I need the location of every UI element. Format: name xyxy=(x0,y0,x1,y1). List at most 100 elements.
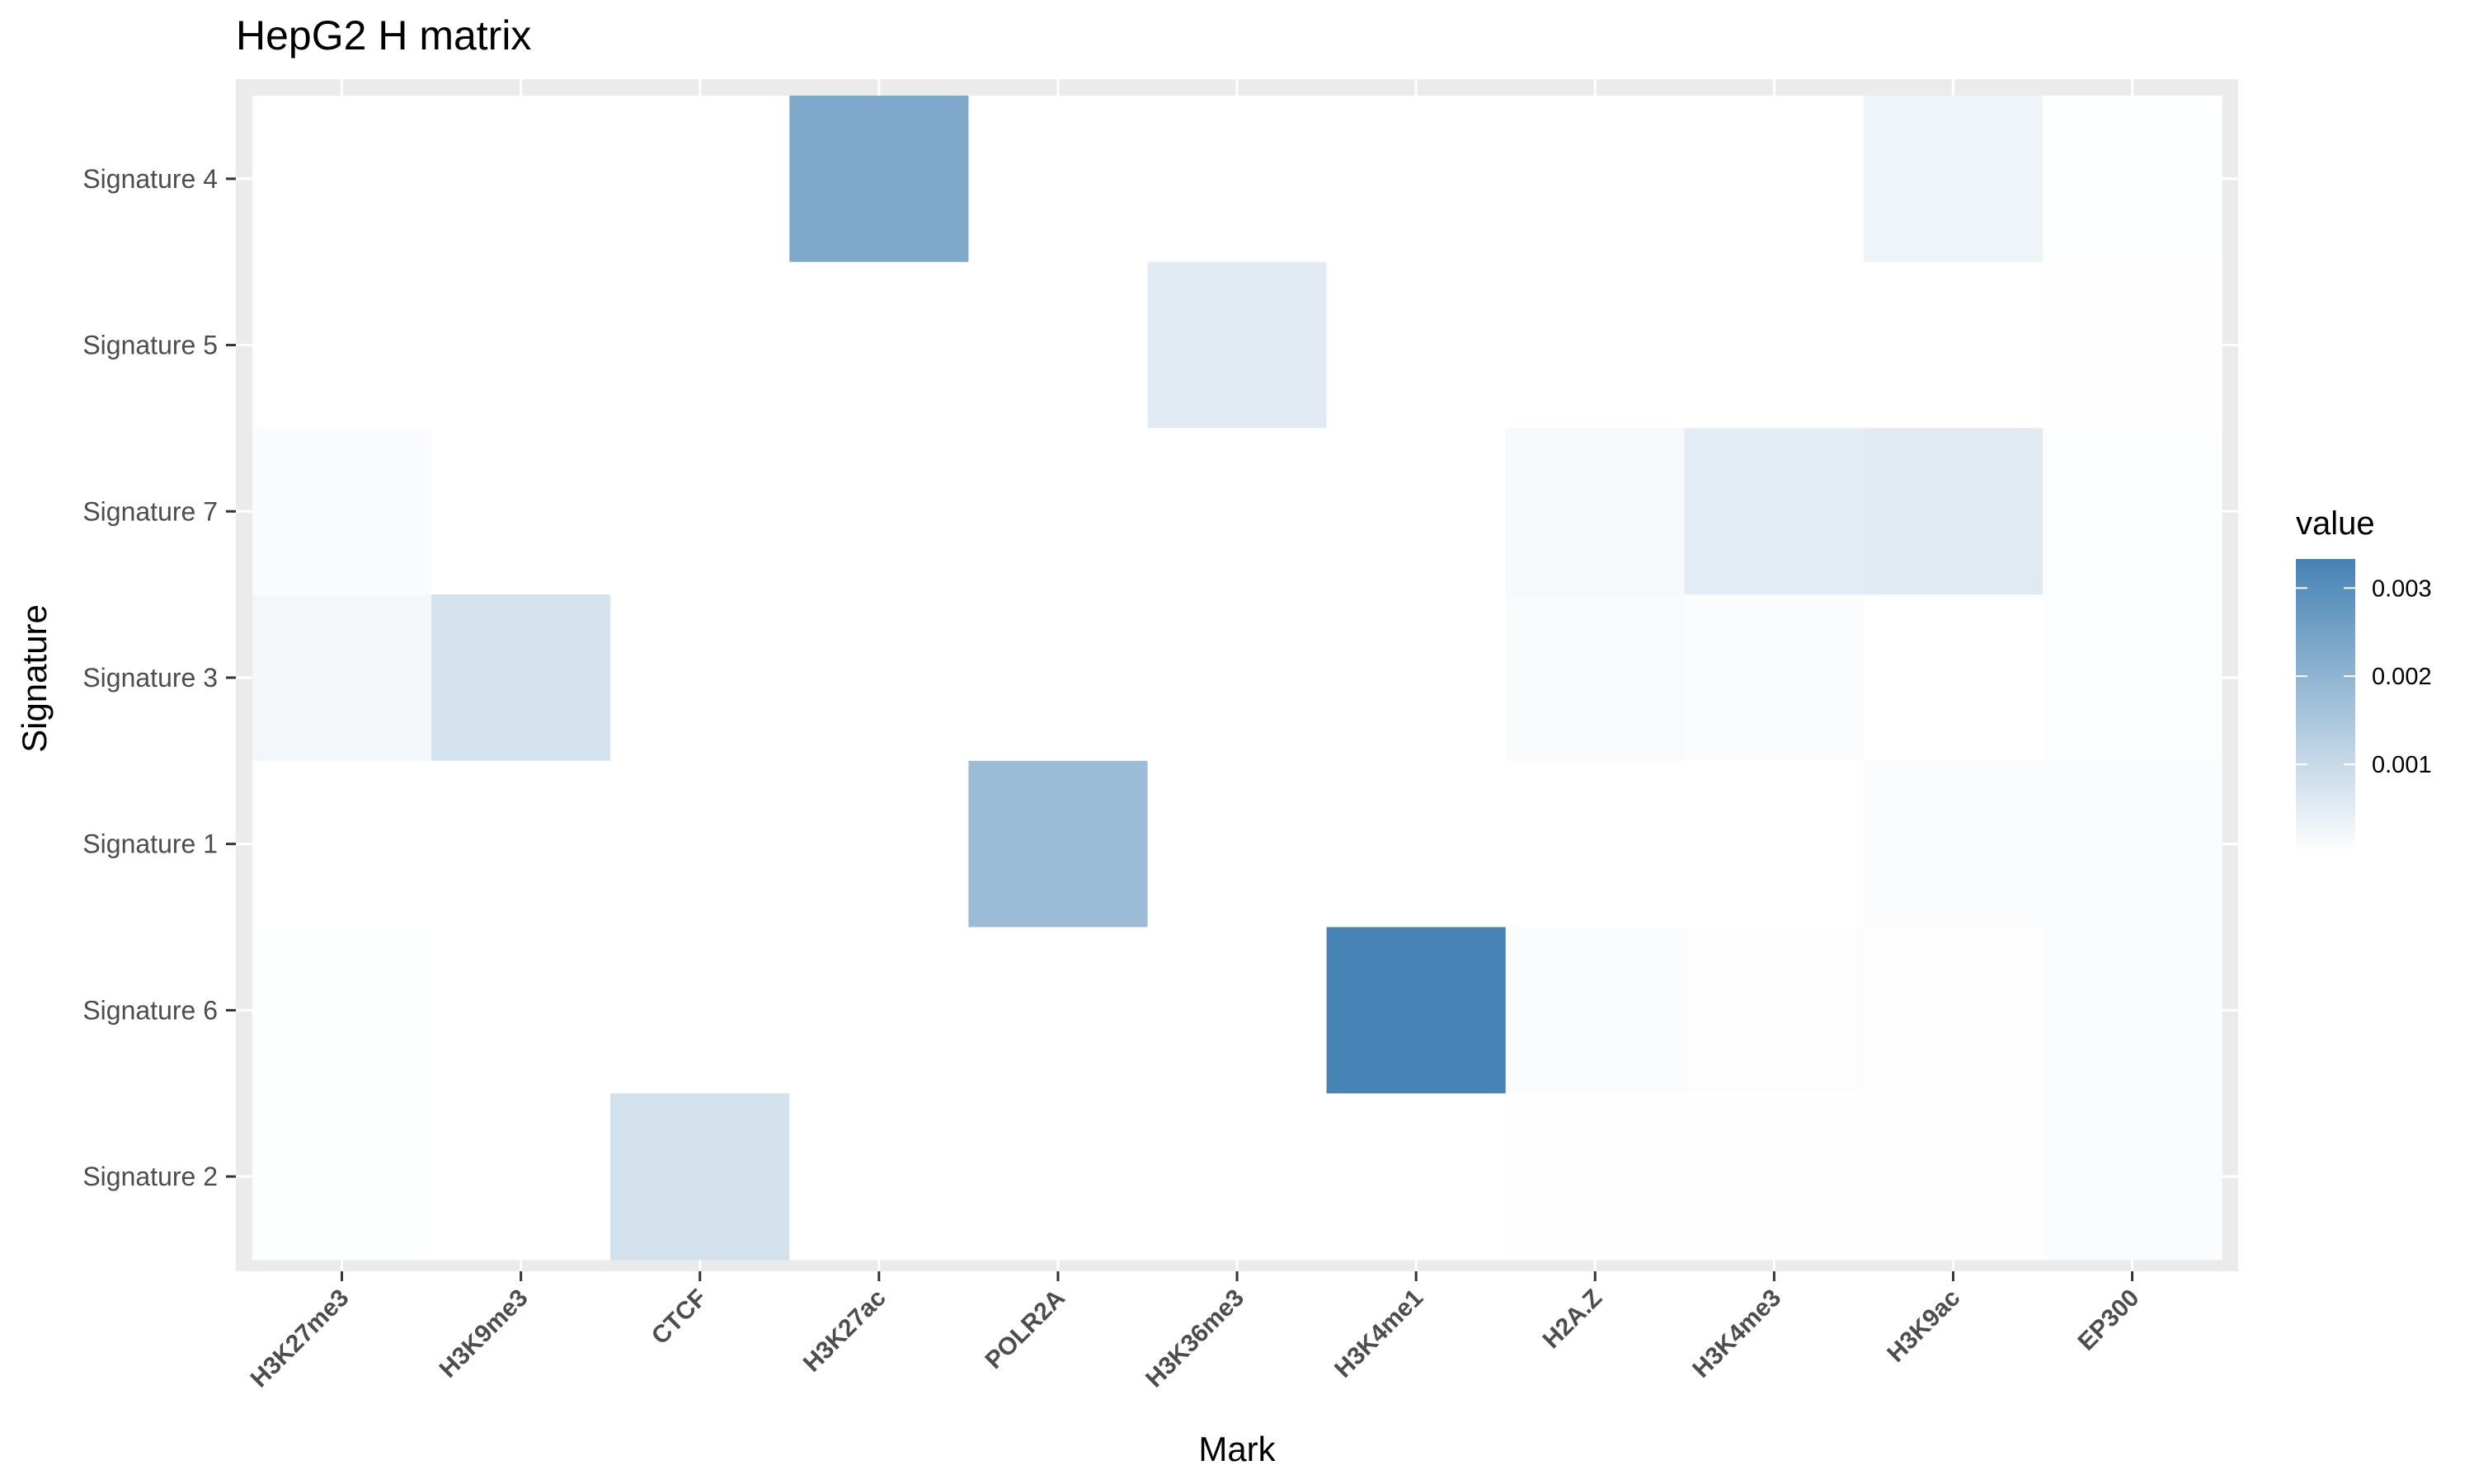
heatmap-cell xyxy=(610,760,790,928)
heatmap-cell xyxy=(431,927,611,1094)
heatmap-cell xyxy=(1505,1093,1686,1261)
heatmap-cell xyxy=(610,927,790,1094)
heatmap-cell xyxy=(1684,1093,1865,1261)
x-axis-title: Mark xyxy=(1198,1430,1276,1468)
heatmap-cell xyxy=(2043,428,2222,595)
heatmap-cell xyxy=(2043,261,2222,429)
heatmap-cell xyxy=(1326,96,1507,263)
heatmap-cell xyxy=(2043,594,2222,762)
heatmap-cell xyxy=(1684,927,1865,1094)
heatmap-cell xyxy=(431,1093,611,1261)
legend: value 0.001 0.002 0.003 xyxy=(2296,505,2432,852)
heatmap-cell xyxy=(789,1093,969,1261)
heatmap-cell xyxy=(968,760,1149,928)
y-tick-label: Signature 2 xyxy=(82,1162,218,1191)
heatmap-cell xyxy=(1863,760,2044,928)
heatmap-cell xyxy=(252,594,432,762)
heatmap-cell xyxy=(1147,927,1328,1094)
x-tick-label: H3K9ac xyxy=(1882,1284,1965,1368)
x-tick-label: H3K4me1 xyxy=(1329,1284,1428,1383)
heatmap-cell xyxy=(789,927,969,1094)
heatmap-cell xyxy=(1505,594,1686,762)
chart-title: HepG2 H matrix xyxy=(236,12,531,59)
legend-colorbar xyxy=(2296,559,2355,852)
heatmap-cell xyxy=(1147,760,1328,928)
heatmap-cell xyxy=(789,96,969,263)
heatmap-cell xyxy=(610,428,790,595)
heatmap-cell xyxy=(1863,927,2044,1094)
heatmap-cell xyxy=(610,261,790,429)
heatmap-cell xyxy=(968,261,1149,429)
heatmap-cell xyxy=(431,760,611,928)
legend-tick-label: 0.003 xyxy=(2372,575,2432,602)
y-tick-label: Signature 7 xyxy=(82,496,218,526)
x-tick-label: H3K4me3 xyxy=(1687,1284,1786,1383)
heatmap-cell xyxy=(1326,927,1507,1094)
heatmap-cell xyxy=(2043,760,2222,928)
heatmap-cell xyxy=(1863,594,2044,762)
x-tick-label: H3K27me3 xyxy=(246,1284,355,1393)
heatmap-cell xyxy=(1147,1093,1328,1261)
heatmap-cell xyxy=(1684,261,1865,429)
y-tick-label: Signature 1 xyxy=(82,829,218,859)
heatmap-cell xyxy=(789,428,969,595)
y-tick-label: Signature 3 xyxy=(82,663,218,693)
heatmap-cell xyxy=(1147,96,1328,263)
x-tick-label: CTCF xyxy=(647,1284,713,1350)
heatmap-cell xyxy=(1505,927,1686,1094)
heatmap-cell xyxy=(2043,1093,2222,1261)
y-tick-label: Signature 4 xyxy=(82,164,218,194)
x-tick-label: H3K36me3 xyxy=(1141,1284,1249,1393)
heatmap-cell xyxy=(2043,96,2222,263)
heatmap-cell xyxy=(1505,760,1686,928)
heatmap-cell xyxy=(1684,428,1865,595)
legend-tick-label: 0.002 xyxy=(2372,664,2432,690)
heatmap-cell xyxy=(1505,261,1686,429)
heatmap-cell xyxy=(1326,760,1507,928)
x-tick-label: H3K9me3 xyxy=(435,1284,534,1383)
heatmap-cell xyxy=(968,1093,1149,1261)
heatmap-cell xyxy=(2043,927,2222,1094)
heatmap-cell xyxy=(1326,1093,1507,1261)
legend-tick-label: 0.001 xyxy=(2372,752,2432,778)
y-axis: Signature 4 Signature 5 Signature 7 Signatu… xyxy=(82,164,236,1191)
heatmap-cell xyxy=(431,428,611,595)
heatmap-cell xyxy=(1863,96,2044,263)
heatmap-cell xyxy=(1684,760,1865,928)
heatmap-cell xyxy=(1684,96,1865,263)
y-tick-label: Signature 5 xyxy=(82,331,218,360)
heatmap-cell xyxy=(610,594,790,762)
y-tick-label: Signature 6 xyxy=(82,995,218,1025)
heatmap-cell xyxy=(789,594,969,762)
heatmap-cells xyxy=(252,96,2222,1261)
heatmap-cell xyxy=(789,760,969,928)
heatmap-cell xyxy=(968,594,1149,762)
heatmap-cell xyxy=(252,1093,432,1261)
heatmap-cell xyxy=(431,96,611,263)
heatmap-cell xyxy=(968,96,1149,263)
x-axis: H3K27me3 H3K9me3 CTCF H3K27ac POLR2A H3K36me3… xyxy=(246,1271,2144,1393)
heatmap-cell xyxy=(968,927,1149,1094)
heatmap-cell xyxy=(252,96,432,263)
x-tick-label: EP300 xyxy=(2072,1284,2144,1356)
heatmap-cell xyxy=(252,261,432,429)
heatmap-cell xyxy=(1505,428,1686,595)
heatmap-cell xyxy=(1147,261,1328,429)
heatmap-cell xyxy=(252,927,432,1094)
heatmap-cell xyxy=(610,96,790,263)
heatmap-cell xyxy=(1505,96,1686,263)
heatmap-cell xyxy=(252,760,432,928)
heatmap-cell xyxy=(1147,428,1328,595)
heatmap-cell xyxy=(1326,594,1507,762)
x-tick-label: H2A.Z xyxy=(1538,1284,1608,1355)
heatmap-cell xyxy=(431,261,611,429)
heatmap-cell xyxy=(431,594,611,762)
x-tick-label: H3K27ac xyxy=(798,1284,891,1378)
heatmap-cell xyxy=(1147,594,1328,762)
heatmap-cell xyxy=(968,428,1149,595)
heatmap-cell xyxy=(1684,594,1865,762)
heatmap-cell xyxy=(1326,428,1507,595)
heatmap-cell xyxy=(789,261,969,429)
heatmap-cell xyxy=(1326,261,1507,429)
